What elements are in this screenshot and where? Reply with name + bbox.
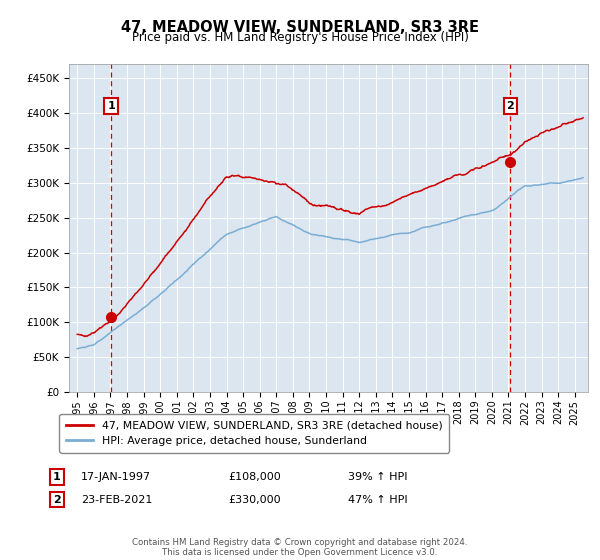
Legend: 47, MEADOW VIEW, SUNDERLAND, SR3 3RE (detached house), HPI: Average price, detac: 47, MEADOW VIEW, SUNDERLAND, SR3 3RE (de…	[59, 414, 449, 452]
Text: 1: 1	[107, 101, 115, 111]
Text: Contains HM Land Registry data © Crown copyright and database right 2024.
This d: Contains HM Land Registry data © Crown c…	[132, 538, 468, 557]
Text: 17-JAN-1997: 17-JAN-1997	[81, 472, 151, 482]
Text: Price paid vs. HM Land Registry's House Price Index (HPI): Price paid vs. HM Land Registry's House …	[131, 31, 469, 44]
Text: £108,000: £108,000	[228, 472, 281, 482]
Text: 39% ↑ HPI: 39% ↑ HPI	[348, 472, 407, 482]
Text: 2: 2	[53, 494, 61, 505]
Text: 47, MEADOW VIEW, SUNDERLAND, SR3 3RE: 47, MEADOW VIEW, SUNDERLAND, SR3 3RE	[121, 20, 479, 35]
Text: £330,000: £330,000	[228, 494, 281, 505]
Text: 47% ↑ HPI: 47% ↑ HPI	[348, 494, 407, 505]
Text: 23-FEB-2021: 23-FEB-2021	[81, 494, 152, 505]
Text: 2: 2	[506, 101, 514, 111]
Text: 1: 1	[53, 472, 61, 482]
